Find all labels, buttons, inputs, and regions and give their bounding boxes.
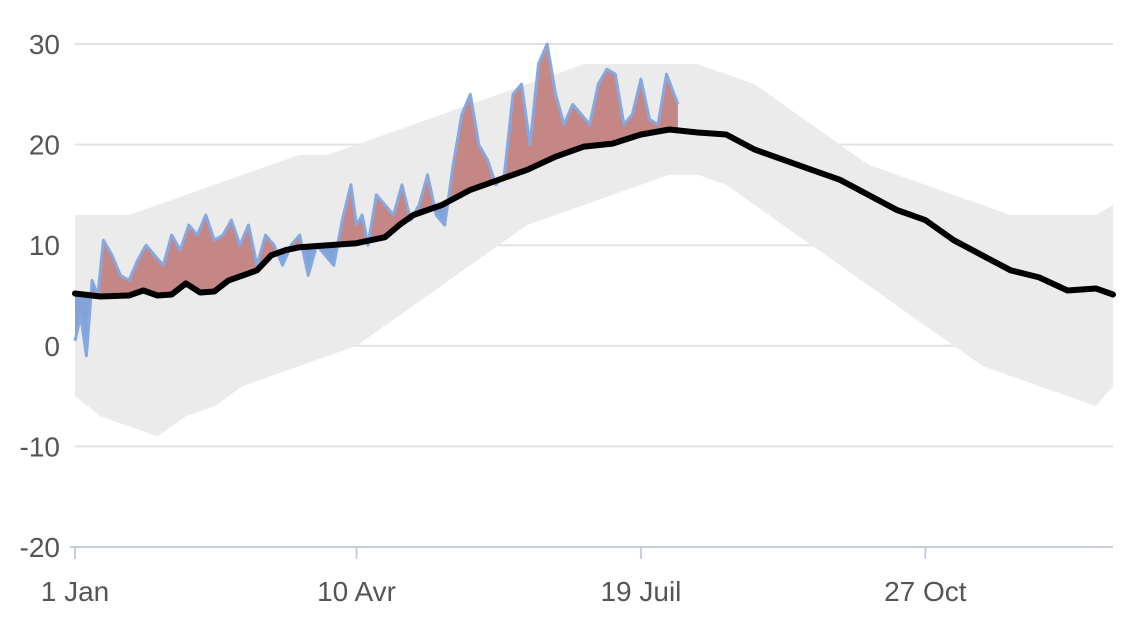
y-tick-label: -10 [20, 431, 60, 462]
below-normal-area [302, 244, 338, 274]
above-normal-area [337, 185, 368, 245]
x-axis [70, 546, 1113, 559]
x-tick-label: 10 Avr [317, 576, 396, 607]
tick-labels: 30 20 10 0 -10 -20 1 Jan 10 Avr 19 Juil 27 Oct [20, 29, 967, 607]
above-normal-area [500, 44, 678, 180]
range-band [75, 64, 1113, 437]
y-tick-label: -20 [20, 532, 60, 563]
above-normal-area [448, 95, 495, 202]
x-tick-label: 1 Jan [41, 576, 110, 607]
y-tick-label: 10 [29, 230, 60, 261]
y-tick-label: 0 [44, 331, 60, 362]
range-band-area [75, 64, 1113, 437]
y-tick-label: 30 [29, 29, 60, 60]
x-tick-label: 27 Oct [884, 576, 967, 607]
x-tick-label: 19 Juil [600, 576, 681, 607]
above-normal-area [90, 215, 278, 297]
anomaly-areas [75, 44, 678, 350]
y-tick-label: 20 [29, 130, 60, 161]
normal-line [72, 126, 1116, 300]
series-lines [72, 42, 1116, 358]
observed-line [73, 42, 680, 358]
